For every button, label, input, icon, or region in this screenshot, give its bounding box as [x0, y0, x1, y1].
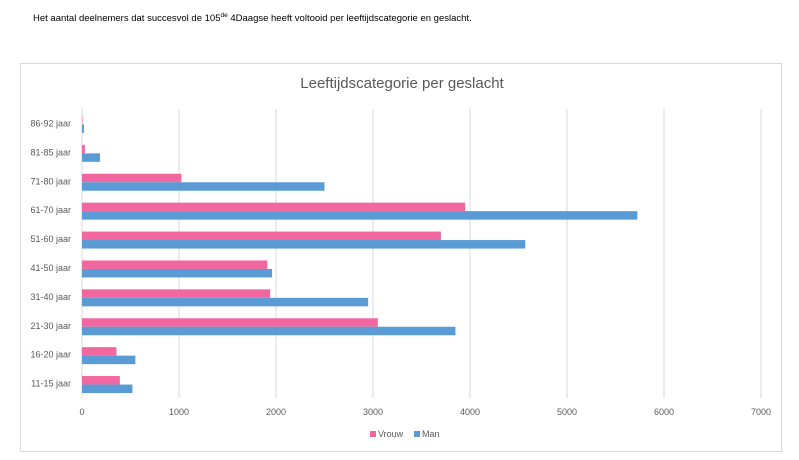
caption-superscript: de [220, 12, 228, 19]
legend-swatch-vrouw [370, 431, 376, 437]
bar-vrouw [82, 376, 120, 385]
category-axis: 86-92 jaar 81-85 jaar 71-80 jaar 61-70 jaar… [30, 118, 71, 388]
bar-man [82, 182, 325, 191]
category-label: 31-40 jaar [30, 292, 71, 302]
bar-man [82, 326, 456, 336]
bar-vrouw [82, 289, 271, 298]
bar-vrouw [82, 144, 85, 154]
bar-man [82, 355, 136, 365]
bar-man [82, 124, 84, 133]
value-axis: 0 1000 2000 3000 4000 5000 6000 7000 [79, 407, 771, 417]
category-label: 16-20 jaar [30, 350, 71, 360]
bar-man [82, 268, 273, 278]
bar-vrouw [82, 347, 117, 356]
bar-chart: Leeftijdscategorie per geslacht 86-92 ja… [30, 75, 771, 439]
category-label: 81-85 jaar [30, 147, 71, 157]
x-tick-label: 0 [79, 407, 84, 417]
bar-man [82, 211, 638, 220]
legend-swatch-man [414, 431, 420, 437]
chart-container: Leeftijdscategorie per geslacht 86-92 ja… [20, 63, 782, 452]
category-label: 21-30 jaar [30, 321, 71, 331]
x-tick-label: 3000 [363, 407, 383, 417]
x-tick-label: 2000 [266, 407, 286, 417]
chart-title: Leeftijdscategorie per geslacht [300, 75, 504, 92]
bar-man [82, 297, 369, 307]
x-tick-label: 4000 [460, 407, 480, 417]
legend: Vrouw Man [370, 429, 440, 439]
bar-man [82, 384, 133, 394]
legend-label-vrouw: Vrouw [378, 429, 404, 439]
category-label: 86-92 jaar [30, 118, 71, 128]
chart-caption: Het aantal deelnemers dat succesvol de 1… [33, 12, 472, 24]
category-label: 61-70 jaar [30, 205, 71, 215]
bar-vrouw [82, 231, 441, 241]
bar-man [82, 240, 526, 249]
bars [82, 115, 638, 394]
caption-text-end: 4Daagse heeft voltooid per leeftijdscate… [227, 13, 472, 24]
x-tick-label: 7000 [751, 407, 771, 417]
gridlines [81, 109, 762, 398]
category-label: 41-50 jaar [30, 263, 71, 273]
legend-label-man: Man [422, 429, 440, 439]
bar-vrouw [82, 260, 268, 269]
x-tick-label: 1000 [169, 407, 189, 417]
category-label: 71-80 jaar [30, 176, 71, 186]
x-tick-label: 5000 [557, 407, 577, 417]
bar-vrouw [82, 318, 378, 327]
x-tick-label: 6000 [654, 407, 674, 417]
category-label: 51-60 jaar [30, 234, 71, 244]
bar-vrouw [82, 202, 466, 212]
caption-text-start: Het aantal deelnemers dat succesvol de 1… [33, 13, 221, 24]
category-label: 11-15 jaar [31, 379, 71, 389]
bar-man [82, 153, 100, 162]
bar-vrouw [82, 173, 182, 183]
